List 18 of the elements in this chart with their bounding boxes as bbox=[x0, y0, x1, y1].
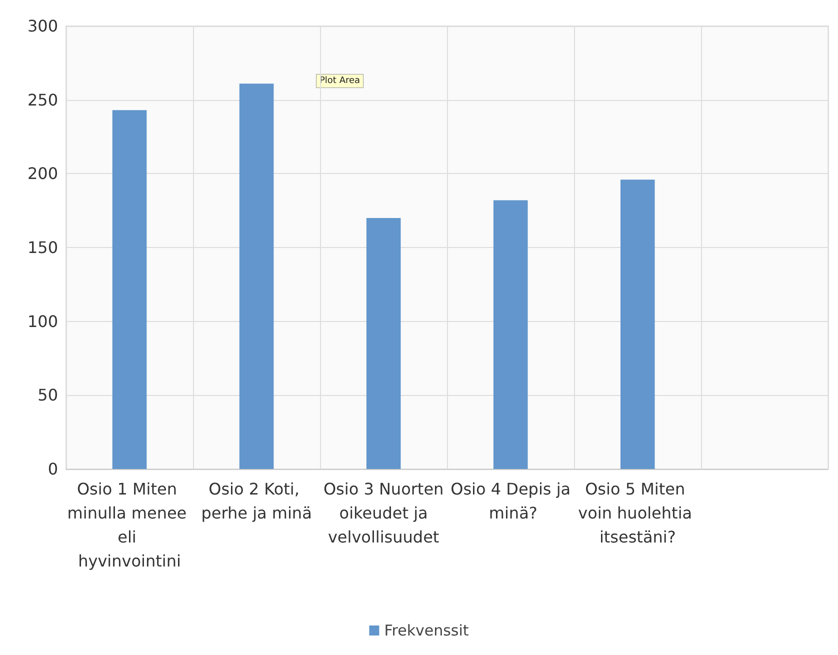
y-tick-label: 250 bbox=[27, 90, 58, 110]
bar bbox=[366, 218, 401, 469]
legend-label: Frekvenssit bbox=[384, 622, 469, 640]
x-tick-label: Osio 3 Nuorten oikeudet ja velvollisuudet bbox=[323, 480, 444, 546]
y-tick-label: 200 bbox=[27, 164, 58, 184]
y-tick-label: 0 bbox=[48, 460, 58, 478]
x-tick-label: Osio 1 Miten minulla menee eli hyvinvointini bbox=[67, 480, 192, 570]
x-tick-label: Osio 2 Koti, perhe ja minä bbox=[201, 480, 312, 522]
y-tick-label: 300 bbox=[27, 16, 58, 36]
bar bbox=[493, 200, 528, 469]
bar bbox=[112, 110, 147, 469]
y-tick-label: 150 bbox=[27, 238, 58, 257]
x-tick-label: Osio 4 Depis ja minä? bbox=[450, 480, 571, 522]
y-tick-label: 50 bbox=[38, 386, 58, 405]
bar bbox=[620, 180, 655, 469]
bar bbox=[239, 84, 274, 469]
x-tick-label: Osio 5 Miten voin huolehtia itsestäni? bbox=[578, 480, 698, 546]
y-tick-label: 100 bbox=[27, 312, 58, 331]
